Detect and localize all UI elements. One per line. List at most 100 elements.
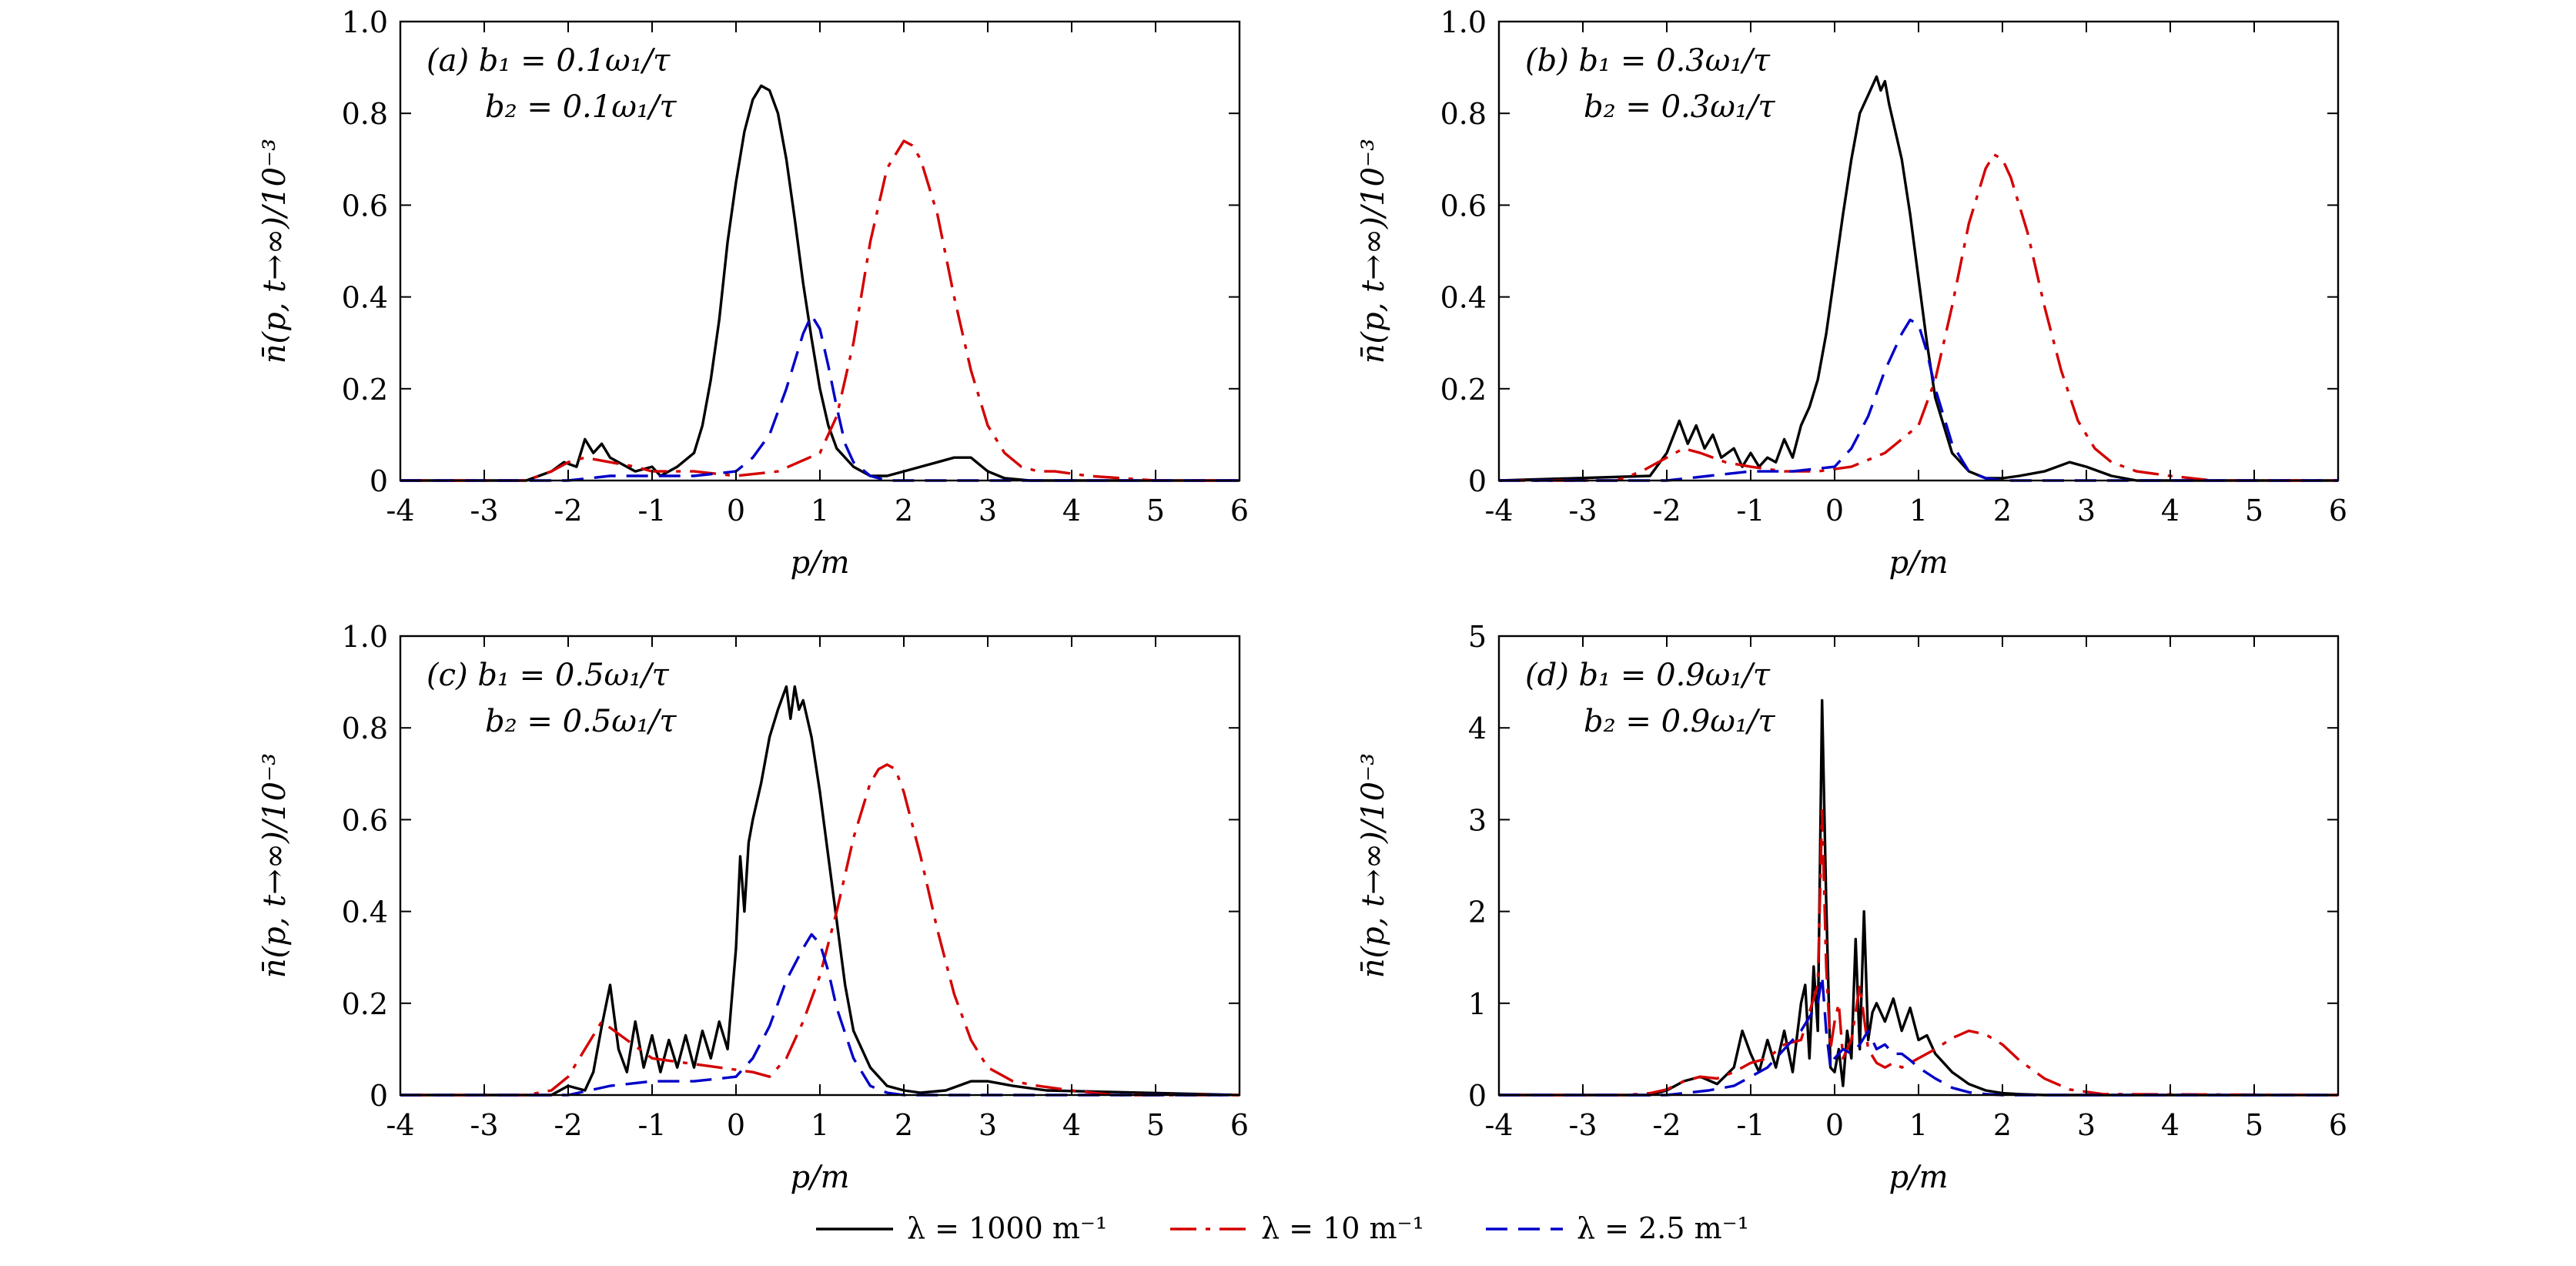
x-tick-label: -2: [554, 494, 582, 528]
series-line-3: [1499, 974, 2338, 1097]
series-line-2: [1499, 809, 2339, 1097]
x-tick-label: 6: [1230, 1108, 1249, 1142]
legend-label-2: λ = 10 m⁻¹: [1261, 1211, 1424, 1245]
x-tick-label: 6: [2329, 494, 2347, 528]
y-tick-label: 0: [370, 464, 388, 498]
series-line-2: [1499, 153, 2338, 482]
chart-panel-4: -4 -3 -2 -1 0 1 2 3 4 5 6 0 1 2 3 4 5 p/m n̄(p, t→∞)/10⁻³ (…: [1356, 620, 2347, 1195]
y-tick-label: 0.6: [342, 803, 388, 837]
y-tick-label: 0.4: [342, 281, 388, 315]
x-tick-label: -2: [554, 1108, 582, 1142]
series-line-3: [400, 313, 1239, 482]
x-tick-label: -1: [637, 494, 666, 528]
x-tick-label: -3: [470, 494, 498, 528]
x-tick-label: -1: [637, 1108, 666, 1142]
x-tick-label: 5: [2245, 494, 2263, 528]
x-tick-label: -1: [1736, 494, 1765, 528]
x-tick-label: 2: [895, 1108, 913, 1142]
panel-annotation-line1: (a) b₁ = 0.1ω₁/τ: [427, 43, 671, 79]
y-tick-label: 0.2: [342, 373, 388, 407]
x-tick-label: 3: [979, 1108, 997, 1142]
y-tick-label: 1: [1468, 987, 1487, 1021]
y-tick-label: 0.4: [342, 896, 388, 929]
x-tick-label: -1: [1736, 1108, 1765, 1142]
x-tick-label: 3: [2077, 1108, 2096, 1142]
x-tick-label: 0: [727, 1108, 745, 1142]
series-line-2: [400, 763, 1239, 1097]
y-tick-label: 5: [1468, 620, 1487, 654]
panel-annotation-line2: b₂ = 0.5ω₁/τ: [485, 704, 677, 739]
y-tick-label: 0.8: [1440, 97, 1487, 131]
y-tick-label: 0: [1468, 464, 1487, 498]
y-tick-label: 1.0: [342, 620, 388, 654]
y-tick-label: 4: [1468, 712, 1487, 745]
x-tick-label: 0: [727, 494, 745, 528]
chart-panel-2: -4 -3 -2 -1 0 1 2 3 4 5 6 0 0.2 0.4 0.6 0.8 1.0 p/m n̄(p, …: [1356, 5, 2347, 581]
x-tick-label: 6: [2329, 1108, 2347, 1142]
y-tick-label: 0.6: [342, 189, 388, 223]
panel-annotation-line1: (c) b₁ = 0.5ω₁/τ: [427, 658, 670, 693]
x-axis-label: p/m: [790, 1160, 849, 1195]
y-axis-label: n̄(p, t→∞)/10⁻³: [1356, 139, 1391, 363]
panel-annotation-line2: b₂ = 0.9ω₁/τ: [1584, 704, 1775, 739]
x-tick-label: -3: [1568, 1108, 1597, 1142]
y-tick-label: 0.8: [342, 97, 388, 131]
legend-label-1: λ = 1000 m⁻¹: [907, 1211, 1107, 1245]
x-tick-label: 1: [1909, 494, 1928, 528]
x-tick-label: 4: [1062, 1108, 1081, 1142]
x-tick-label: -4: [1484, 494, 1513, 528]
panel-annotation-line2: b₂ = 0.1ω₁/τ: [485, 89, 677, 125]
series-line-1: [400, 84, 1239, 482]
x-tick-label: 6: [1230, 494, 1249, 528]
y-tick-label: 1.0: [1440, 5, 1487, 39]
x-tick-label: 5: [1146, 1108, 1165, 1142]
y-tick-label: 3: [1468, 803, 1487, 837]
x-axis-label: p/m: [1889, 1160, 1948, 1195]
x-tick-label: 0: [1825, 1108, 1844, 1142]
y-tick-label: 0.8: [342, 712, 388, 745]
y-tick-label: 0.4: [1440, 281, 1487, 315]
panel-annotation-line1: (b) b₁ = 0.3ω₁/τ: [1525, 43, 1771, 79]
x-axis-label: p/m: [1889, 545, 1948, 581]
series-line-2: [400, 139, 1239, 482]
panel-annotation-line1: (d) b₁ = 0.9ω₁/τ: [1525, 658, 1771, 693]
y-tick-label: 0: [370, 1079, 388, 1113]
x-tick-label: -2: [1652, 494, 1681, 528]
y-axis-label: n̄(p, t→∞)/10⁻³: [1356, 753, 1391, 978]
y-tick-label: 0.2: [342, 987, 388, 1021]
y-tick-label: 0: [1468, 1079, 1487, 1113]
x-tick-label: -2: [1652, 1108, 1681, 1142]
x-tick-label: 4: [2161, 1108, 2180, 1142]
x-tick-label: 2: [1993, 494, 2012, 528]
x-tick-label: 3: [2077, 494, 2096, 528]
x-tick-label: 5: [2245, 1108, 2263, 1142]
y-tick-label: 0.2: [1440, 373, 1487, 407]
legend-label-3: λ = 2.5 m⁻¹: [1577, 1211, 1749, 1245]
y-tick-label: 1.0: [342, 5, 388, 39]
y-tick-label: 0.6: [1440, 189, 1487, 223]
series-line-1: [400, 685, 1240, 1097]
x-tick-label: -4: [1484, 1108, 1513, 1142]
series-line-3: [1499, 318, 2338, 482]
x-tick-label: 1: [811, 494, 829, 528]
chart-panel-3: -4 -3 -2 -1 0 1 2 3 4 5 6 0 0.2 0.4 0.6 0.8 1.0 p/m n̄(p, …: [257, 620, 1249, 1195]
legend: λ = 1000 m⁻¹ λ = 10 m⁻¹ λ = 2.5 m⁻¹: [816, 1211, 1749, 1245]
series-line-1: [1498, 75, 2338, 482]
panel-annotation-line2: b₂ = 0.3ω₁/τ: [1584, 89, 1775, 125]
series-line-3: [400, 933, 1239, 1097]
x-tick-label: 2: [1993, 1108, 2012, 1142]
x-tick-label: -4: [386, 1108, 414, 1142]
series-line-1: [1499, 698, 2338, 1097]
x-tick-label: 2: [895, 494, 913, 528]
y-axis-label: n̄(p, t→∞)/10⁻³: [257, 139, 293, 363]
y-tick-label: 2: [1468, 896, 1487, 929]
x-tick-label: 4: [1062, 494, 1081, 528]
x-tick-label: -3: [1568, 494, 1597, 528]
x-tick-label: 0: [1825, 494, 1844, 528]
x-tick-label: 1: [1909, 1108, 1928, 1142]
x-tick-label: 5: [1146, 494, 1165, 528]
x-tick-label: -3: [470, 1108, 498, 1142]
chart-panel-1: -4 -3 -2 -1 0 1 2 3 4 5 6 0 0.2 0.4 0.6 0.8 1.0 p/m n̄(p, …: [257, 5, 1249, 581]
x-tick-label: 3: [979, 494, 997, 528]
